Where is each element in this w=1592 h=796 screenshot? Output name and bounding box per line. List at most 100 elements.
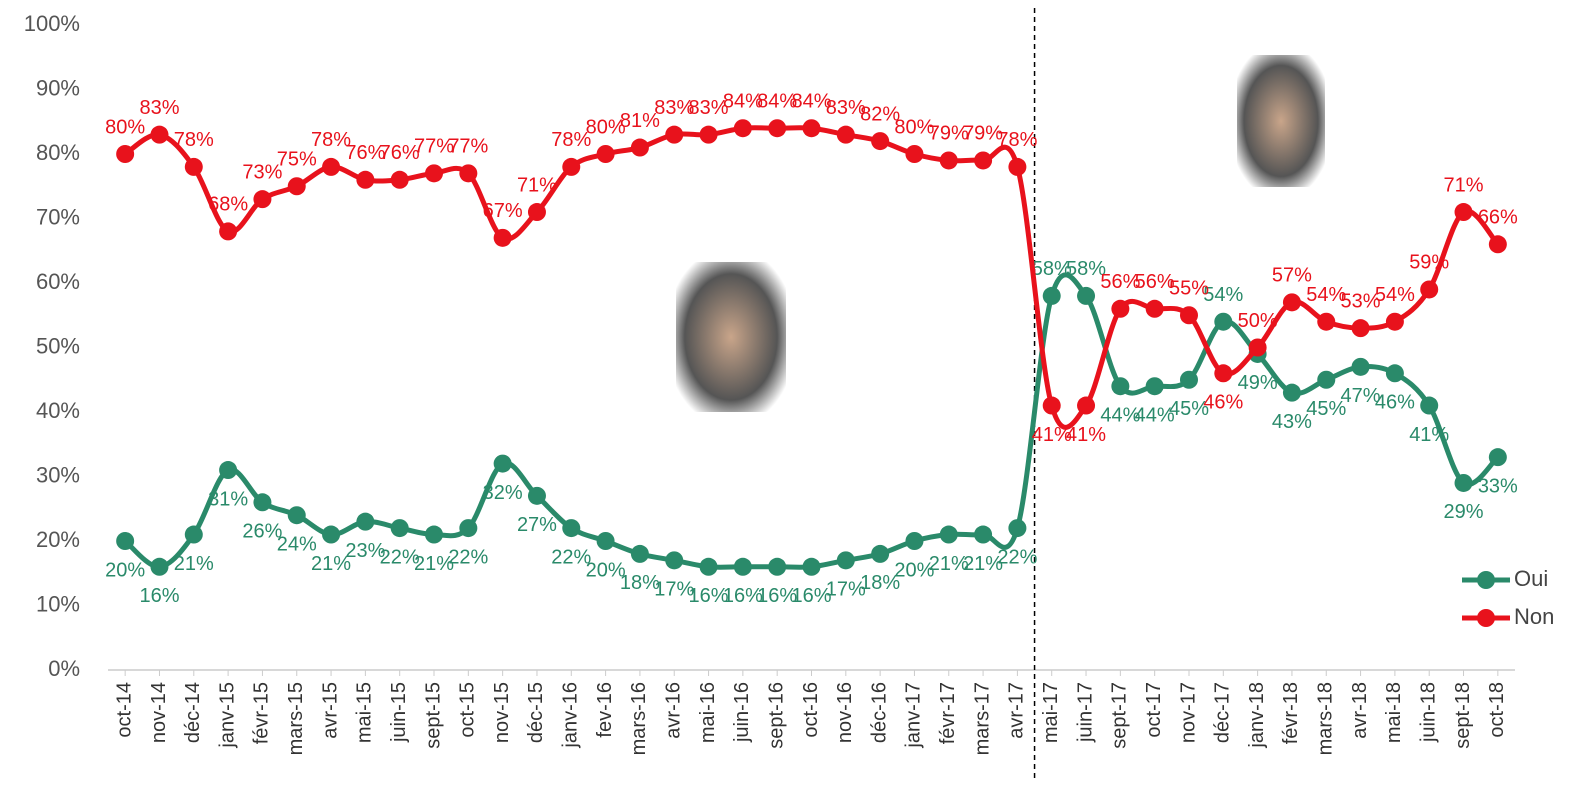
x-tick-label: janv-17 (903, 682, 925, 749)
data-label: 18% (620, 572, 660, 594)
point (116, 532, 135, 550)
y-tick-label: 10% (36, 591, 80, 616)
x-tick-label: oct-15 (457, 682, 479, 738)
point (253, 493, 272, 512)
x-tick-label: oct-17 (1143, 682, 1165, 738)
data-label: 78% (174, 129, 214, 151)
x-tick-label: nov-17 (1177, 682, 1199, 743)
point (390, 170, 409, 189)
y-tick-label: 50% (36, 333, 80, 358)
x-tick-label: sept-18 (1452, 682, 1474, 749)
data-label: 41% (1066, 424, 1106, 446)
data-label: 22% (380, 546, 420, 568)
data-label: 57% (1272, 265, 1312, 287)
x-tick-label: févr-15 (251, 682, 273, 744)
point (596, 532, 615, 550)
point (1317, 312, 1336, 331)
point (1077, 286, 1096, 305)
point (322, 157, 341, 176)
x-tick-label: mars-15 (285, 682, 307, 755)
data-label: 76% (380, 142, 420, 164)
data-label: 50% (1238, 310, 1278, 332)
data-label: 79% (929, 123, 969, 145)
data-label: 20% (586, 559, 626, 581)
point (184, 157, 203, 176)
x-tick-label: mai-16 (697, 682, 719, 743)
x-tick-label: juin-15 (388, 682, 410, 743)
data-label: 66% (1478, 207, 1518, 229)
x-tick-label: mars-18 (1315, 682, 1337, 755)
data-label: 21% (311, 553, 351, 575)
point (596, 145, 615, 163)
data-label: 56% (1135, 271, 1175, 293)
data-label: 68% (208, 194, 248, 216)
x-tick-label: mars-16 (628, 682, 650, 755)
x-tick-label: juin-18 (1417, 682, 1439, 743)
data-label: 54% (1306, 284, 1346, 306)
point (1008, 157, 1027, 176)
data-label: 20% (105, 559, 145, 581)
point (1008, 519, 1027, 538)
data-label: 21% (414, 553, 454, 575)
data-label: 53% (1341, 290, 1381, 312)
data-label: 41% (1032, 424, 1072, 446)
point (836, 125, 855, 144)
data-label: 44% (1135, 404, 1175, 426)
point (150, 557, 169, 576)
data-label: 54% (1203, 284, 1243, 306)
point (1042, 396, 1061, 415)
data-label: 84% (723, 90, 763, 112)
data-label: 46% (1203, 392, 1243, 414)
legend-label: Oui (1514, 566, 1548, 591)
point (116, 145, 135, 163)
data-label: 23% (345, 540, 385, 562)
portrait-macron (1237, 55, 1325, 187)
x-tick-label: oct-14 (113, 682, 135, 738)
data-label: 16% (791, 585, 831, 607)
x-tick-label: janv-16 (560, 682, 582, 749)
point (836, 551, 855, 570)
x-tick-label: oct-16 (800, 682, 822, 738)
point (974, 151, 993, 170)
data-label: 44% (1100, 404, 1140, 426)
point (1042, 286, 1061, 305)
point (253, 190, 272, 209)
point (527, 203, 546, 222)
data-label: 21% (963, 553, 1003, 575)
x-tick-label: janv-18 (1246, 682, 1268, 749)
data-label: 16% (689, 585, 729, 607)
point (1248, 338, 1267, 357)
point (1282, 293, 1301, 312)
point (562, 157, 581, 176)
point (459, 164, 478, 183)
portrait-hollande (676, 262, 786, 412)
point (1179, 306, 1198, 325)
x-tick-label: fev-16 (594, 682, 616, 738)
point (425, 525, 444, 544)
point (1111, 299, 1130, 318)
point (356, 512, 375, 531)
data-label: 78% (551, 129, 591, 151)
data-label: 56% (1100, 271, 1140, 293)
x-tick-label: juin-17 (1074, 682, 1096, 743)
point (322, 525, 341, 544)
x-tick-label: nov-16 (834, 682, 856, 743)
data-label: 83% (689, 97, 729, 119)
point (630, 138, 649, 157)
data-label: 83% (826, 97, 866, 119)
point (1317, 370, 1336, 389)
point (802, 119, 821, 138)
x-tick-label: mai-17 (1040, 682, 1062, 743)
x-tick-label: avr-17 (1006, 682, 1028, 739)
point (733, 557, 752, 576)
point (1179, 370, 1198, 389)
data-label: 21% (929, 553, 969, 575)
point (1420, 396, 1439, 415)
x-tick-label: nov-15 (491, 682, 513, 743)
point (459, 519, 478, 538)
x-tick-label: déc-14 (182, 682, 204, 743)
x-tick-label: déc-15 (525, 682, 547, 743)
data-label: 80% (586, 116, 626, 138)
data-label: 79% (963, 123, 1003, 145)
point (356, 170, 375, 189)
